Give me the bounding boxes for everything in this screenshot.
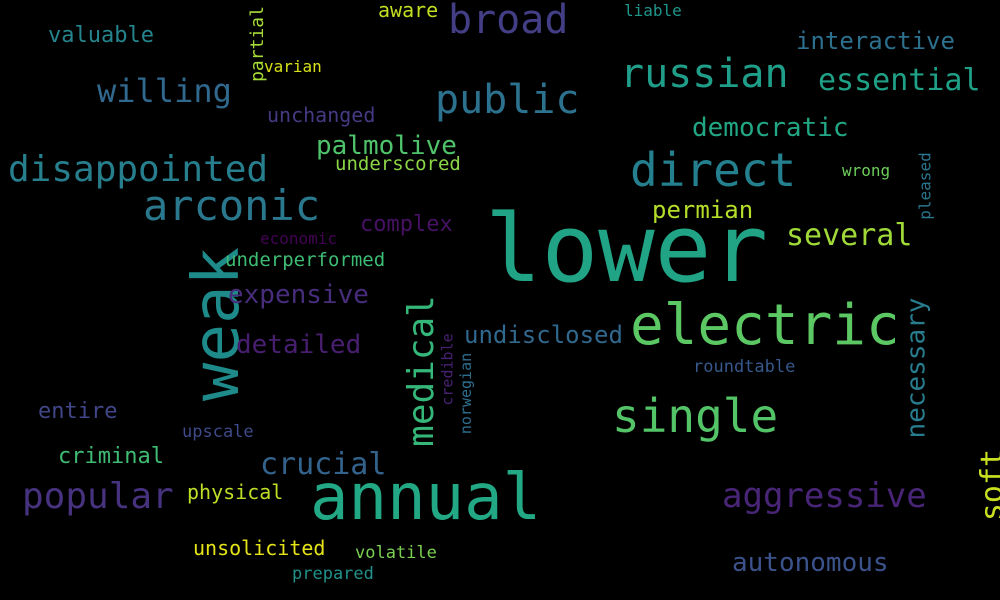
word-prepared: prepared xyxy=(292,564,374,584)
word-unsolicited: unsolicited xyxy=(193,536,326,560)
word-liable: liable xyxy=(624,1,682,20)
word-physical: physical xyxy=(187,480,284,504)
word-interactive: interactive xyxy=(796,27,955,55)
word-crucial: crucial xyxy=(260,447,387,482)
word-medical: medical xyxy=(400,295,442,447)
word-unchanged: unchanged xyxy=(267,103,376,127)
word-lower: lower xyxy=(485,195,768,304)
word-wrong: wrong xyxy=(842,161,891,180)
word-detailed: detailed xyxy=(236,330,362,360)
word-permian: permian xyxy=(652,196,754,224)
word-aggressive: aggressive xyxy=(722,476,927,516)
word-norwegian: norwegian xyxy=(457,352,476,435)
word-broad: broad xyxy=(448,0,569,43)
word-partial: partial xyxy=(246,6,268,82)
word-underperformed: underperformed xyxy=(225,249,386,271)
word-volatile: volatile xyxy=(355,543,437,563)
word-roundtable: roundtable xyxy=(693,357,796,377)
word-several: several xyxy=(786,218,913,253)
word-single: single xyxy=(612,389,779,443)
word-varian: varian xyxy=(264,57,322,76)
word-willing: willing xyxy=(97,72,232,110)
word-upscale: upscale xyxy=(182,422,254,442)
word-direct: direct xyxy=(630,143,797,197)
word-criminal: criminal xyxy=(58,444,164,469)
word-autonomous: autonomous xyxy=(732,548,889,578)
word-electric: electric xyxy=(630,293,900,358)
word-russian: russian xyxy=(620,51,789,97)
word-economic: economic xyxy=(260,229,338,248)
word-democratic: democratic xyxy=(692,113,849,143)
word-pleased: pleased xyxy=(915,152,935,220)
word-necessary: necessary xyxy=(901,297,932,439)
word-soft: soft xyxy=(975,448,1000,522)
word-valuable: valuable xyxy=(48,23,154,48)
word-arconic: arconic xyxy=(143,181,321,230)
word-undisclosed: undisclosed xyxy=(464,321,623,349)
word-disappointed: disappointed xyxy=(8,149,269,190)
word-annual: annual xyxy=(310,461,542,535)
word-complex: complex xyxy=(360,212,453,237)
word-credible: credible xyxy=(438,333,457,406)
word-underscored: underscored xyxy=(335,153,461,175)
word-essential: essential xyxy=(818,63,981,98)
word-aware: aware xyxy=(378,0,439,22)
word-expensive: expensive xyxy=(228,280,369,310)
word-public: public xyxy=(435,77,580,123)
word-entire: entire xyxy=(38,399,118,424)
word-palmolive: palmolive xyxy=(316,131,457,161)
word-popular: popular xyxy=(22,476,174,517)
